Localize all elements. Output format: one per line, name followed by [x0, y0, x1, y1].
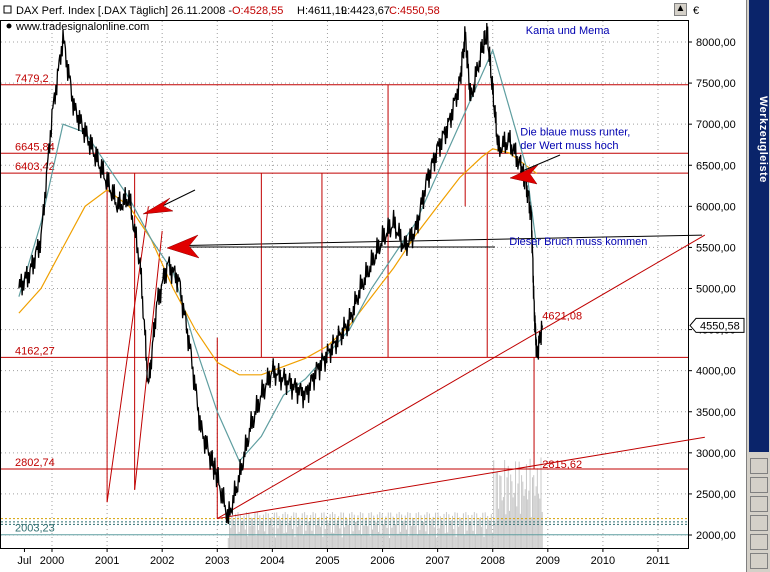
- last-price-label: 4550,58: [700, 320, 740, 332]
- trendline-left2: [134, 230, 163, 490]
- trendline-left: [106, 206, 149, 503]
- website-label: www.tradesignalonline.com: [15, 21, 149, 33]
- annotation-text: Kama und Mema: [526, 25, 611, 37]
- y-tick-label: 2500,00: [696, 489, 736, 501]
- price-line: [18, 22, 543, 525]
- trendline-upper: [217, 234, 706, 519]
- indicator-line: [18, 48, 538, 463]
- grid-tool-icon[interactable]: [750, 458, 768, 474]
- level-label: 7479,2: [15, 73, 49, 85]
- annotation-text: 4621,08: [542, 311, 582, 323]
- x-tick-label: 2001: [95, 555, 119, 567]
- y-tick-label: 6500,00: [696, 160, 736, 172]
- annotation-text: 2815,62: [542, 459, 582, 471]
- pen-tool-icon[interactable]: [750, 496, 768, 512]
- arrow-head-3: [509, 164, 539, 185]
- scroll-up-button[interactable]: ▲: [674, 3, 687, 16]
- x-tick-label: 2002: [150, 555, 174, 567]
- indicator-line: [18, 148, 538, 376]
- arrow-3-shaft: [519, 154, 561, 173]
- y-tick-label: 8000,00: [696, 37, 736, 49]
- x-tick-label: 2009: [536, 555, 560, 567]
- level-label: 2802,74: [15, 457, 55, 469]
- x-tick-label: 2000: [40, 555, 64, 567]
- x-tick-label: 2008: [480, 555, 504, 567]
- x-tick-label: 2010: [591, 555, 615, 567]
- trendline-lower: [217, 436, 705, 520]
- high-value: H:4611,19: [297, 5, 347, 17]
- y-tick-label: 7500,00: [696, 78, 736, 90]
- y-tick-label: 5500,00: [696, 242, 736, 254]
- toolbar-sidebar: ✕ Werkzeugleiste: [746, 0, 770, 572]
- x-tick-label: Jul: [17, 555, 31, 567]
- x-tick-label: 2005: [315, 555, 339, 567]
- chart-tool-icon[interactable]: [750, 515, 768, 531]
- x-tick-label: 2003: [205, 555, 229, 567]
- y-tick-label: 7000,00: [696, 119, 736, 131]
- y-tick-label: 3500,00: [696, 407, 736, 419]
- plot-frame: [0, 20, 689, 549]
- y-tick-label: 3000,00: [696, 448, 736, 460]
- y-tick-label: 6000,00: [696, 201, 736, 213]
- level-label: 6403,42: [15, 161, 55, 173]
- y-tick-label: 2000,00: [696, 530, 736, 542]
- arrow-head-1: [142, 197, 174, 215]
- level-label: 4162,27: [15, 345, 55, 357]
- close-value: C:4550,58: [389, 5, 440, 17]
- level-label: 6645,84: [15, 141, 55, 153]
- last-price-box: [689, 317, 745, 333]
- website-dot-icon: [6, 23, 12, 29]
- level-label: 2003,23: [15, 523, 55, 535]
- currency-label: €: [693, 5, 699, 17]
- y-tick-label: 4000,00: [696, 366, 736, 378]
- toolbar-label: Werkzeugleiste: [757, 96, 769, 183]
- low-value: L:4423,67: [341, 5, 390, 17]
- x-tick-label: 2011: [646, 555, 670, 567]
- annotation-text: Dieser Bruch muss kommen: [509, 236, 647, 248]
- chart-canvas[interactable]: 7479,2 6645,84 6403,42 4162,27 2802,74 2003,2…: [0, 0, 746, 572]
- x-tick-label: 2006: [370, 555, 394, 567]
- annotation-text: Die blaue muss runter,: [520, 127, 630, 139]
- x-tick-label: 2007: [425, 555, 449, 567]
- annotation-text: der Wert muss hoch: [520, 140, 618, 152]
- series-marker-icon: [3, 5, 12, 14]
- x-tick-label: 2004: [260, 555, 284, 567]
- indicator-tool-icon[interactable]: [750, 534, 768, 550]
- y-tick-label: 5000,00: [696, 284, 736, 296]
- chart-title: DAX Perf. Index [.DAX Täglich] 26.11.200…: [16, 5, 232, 17]
- trendline-tool-icon[interactable]: [750, 477, 768, 493]
- open-value: O:4528,55: [232, 5, 283, 17]
- toolbar-header[interactable]: Werkzeugleiste: [749, 0, 769, 452]
- sum-tool-icon[interactable]: [750, 553, 768, 569]
- arrow-head-2: [166, 234, 200, 259]
